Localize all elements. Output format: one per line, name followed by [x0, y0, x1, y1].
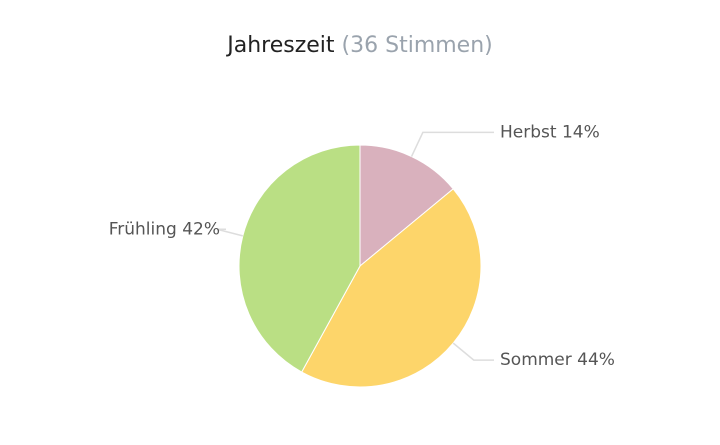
connector-line [452, 342, 494, 361]
slice-name: Frühling [109, 219, 177, 239]
connector-line [216, 228, 243, 237]
pie-slice [301, 188, 482, 388]
slice-value: 44% [577, 350, 615, 370]
chart-subtitle: (36 Stimmen) [342, 33, 493, 58]
connector-line [410, 131, 494, 157]
slice-label: Sommer 44% [500, 350, 615, 370]
slice-name: Sommer [500, 350, 572, 370]
slice-label: Herbst 14% [500, 122, 600, 142]
pie-slice [238, 144, 361, 373]
slice-value: 42% [182, 219, 220, 239]
slice-value: 14% [562, 122, 600, 142]
slice-label: Frühling 42% [109, 219, 220, 239]
slice-name: Herbst [500, 122, 557, 142]
chart-heading: Jahreszeit (36 Stimmen) [225, 33, 493, 58]
pie-slice [359, 144, 454, 268]
chart-title: Jahreszeit [225, 33, 335, 58]
